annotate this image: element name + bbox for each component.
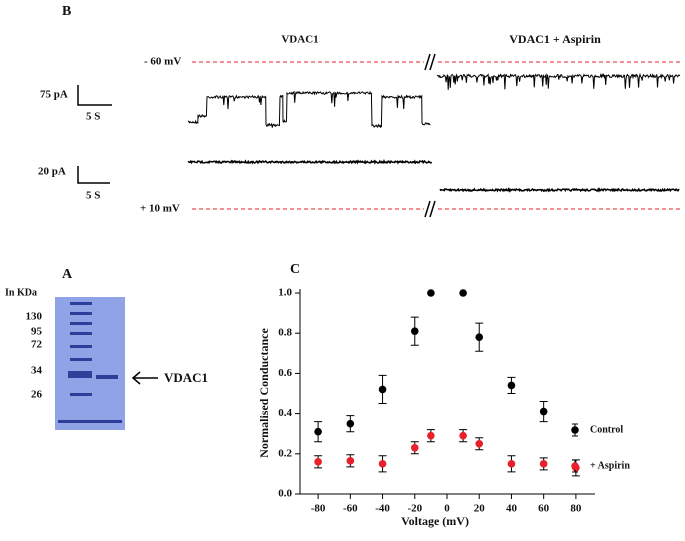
x-axis-label: Voltage (mV) bbox=[401, 514, 469, 528]
data-point bbox=[475, 333, 484, 342]
dye-front bbox=[58, 420, 122, 423]
marker-label: 26 bbox=[31, 389, 43, 401]
trace bbox=[187, 159, 433, 165]
legend-marker bbox=[571, 426, 579, 434]
gel bbox=[55, 297, 125, 430]
voltage-label: - 60 mV bbox=[144, 56, 181, 68]
data-point bbox=[378, 385, 387, 394]
ladder-band bbox=[70, 393, 92, 396]
axis-breaks bbox=[424, 53, 436, 218]
legend-marker bbox=[571, 462, 579, 470]
data-point bbox=[314, 427, 322, 436]
data-point bbox=[427, 431, 435, 440]
protein-band bbox=[96, 375, 118, 379]
unit-label: In KDa bbox=[5, 287, 37, 298]
marker-label: 130 bbox=[26, 311, 43, 323]
ladder-band bbox=[70, 322, 92, 325]
trace bbox=[439, 186, 680, 193]
scale-bars bbox=[77, 85, 112, 184]
data-point bbox=[427, 289, 435, 297]
x-tick-label: 40 bbox=[506, 503, 518, 515]
data-point bbox=[410, 443, 419, 452]
data-point bbox=[459, 431, 467, 440]
current-traces bbox=[187, 72, 681, 193]
data-point bbox=[346, 457, 355, 465]
trace-title: VDAC1 bbox=[281, 34, 318, 46]
scale-label: 75 pA bbox=[40, 89, 68, 101]
ladder-band bbox=[70, 302, 92, 305]
chart: 0.0 0.2 0.4 0.6 0.8 1.0 -80 -60 -40 -20 0 20 40 60 80 C… bbox=[278, 287, 630, 515]
x-tick-label: 0 bbox=[444, 503, 450, 515]
break-mark bbox=[429, 53, 436, 71]
data-point bbox=[507, 460, 516, 468]
x-tick-label: -80 bbox=[311, 503, 326, 515]
data-point bbox=[410, 327, 419, 335]
y-axis-label: Normalised Conductance bbox=[257, 328, 271, 458]
gel-bands bbox=[58, 302, 122, 423]
data-point bbox=[459, 289, 467, 297]
band-label: VDAC1 bbox=[164, 370, 208, 385]
data-point bbox=[314, 458, 322, 466]
reference-lines bbox=[192, 61, 680, 210]
data-point bbox=[539, 460, 548, 468]
break-mark bbox=[429, 200, 436, 218]
voltage-label: + 10 mV bbox=[140, 203, 180, 215]
ladder-band bbox=[70, 345, 92, 348]
ladder-band bbox=[70, 358, 92, 361]
data-point bbox=[346, 419, 355, 428]
trace bbox=[436, 72, 681, 90]
scale-label: 20 pA bbox=[38, 166, 66, 178]
marker-label: 34 bbox=[31, 365, 43, 377]
x-tick-label: -60 bbox=[343, 503, 358, 515]
y-tick-label: 0.0 bbox=[278, 488, 292, 500]
ladder-band bbox=[68, 371, 92, 378]
y-tick-label: 1.0 bbox=[278, 287, 292, 299]
legend-label: Control bbox=[590, 424, 623, 435]
ladder-band bbox=[70, 312, 92, 315]
x-tick-label: 20 bbox=[474, 503, 486, 515]
scale-label: 5 S bbox=[86, 111, 100, 123]
legend-label: + Aspirin bbox=[590, 460, 630, 471]
scale-bar bbox=[77, 166, 110, 184]
arrow-head bbox=[131, 371, 141, 385]
trace-title: VDAC1 + Aspirin bbox=[509, 32, 601, 46]
data-point bbox=[475, 439, 484, 448]
panel-letter: C bbox=[290, 262, 300, 277]
data-point bbox=[539, 407, 548, 416]
break-mark bbox=[424, 53, 431, 71]
data-point bbox=[378, 460, 387, 468]
scale-bar bbox=[77, 85, 112, 106]
panel-letter: A bbox=[62, 267, 73, 282]
marker-label: 95 bbox=[31, 326, 43, 338]
y-tick-label: 0.2 bbox=[278, 447, 292, 459]
marker-label: 72 bbox=[31, 339, 43, 351]
break-mark bbox=[424, 200, 431, 218]
x-tick-label: 80 bbox=[570, 503, 582, 515]
panel-letter: B bbox=[62, 4, 71, 19]
data-point bbox=[507, 381, 516, 390]
x-tick-label: -20 bbox=[407, 503, 422, 515]
scale-label: 5 S bbox=[86, 190, 100, 202]
y-tick-label: 0.8 bbox=[278, 327, 292, 339]
ladder-band bbox=[70, 332, 92, 335]
x-tick-label: -40 bbox=[375, 503, 390, 515]
y-tick-label: 0.4 bbox=[278, 407, 292, 419]
x-tick-label: 60 bbox=[538, 503, 550, 515]
trace bbox=[187, 90, 431, 129]
y-tick-label: 0.6 bbox=[278, 367, 292, 379]
